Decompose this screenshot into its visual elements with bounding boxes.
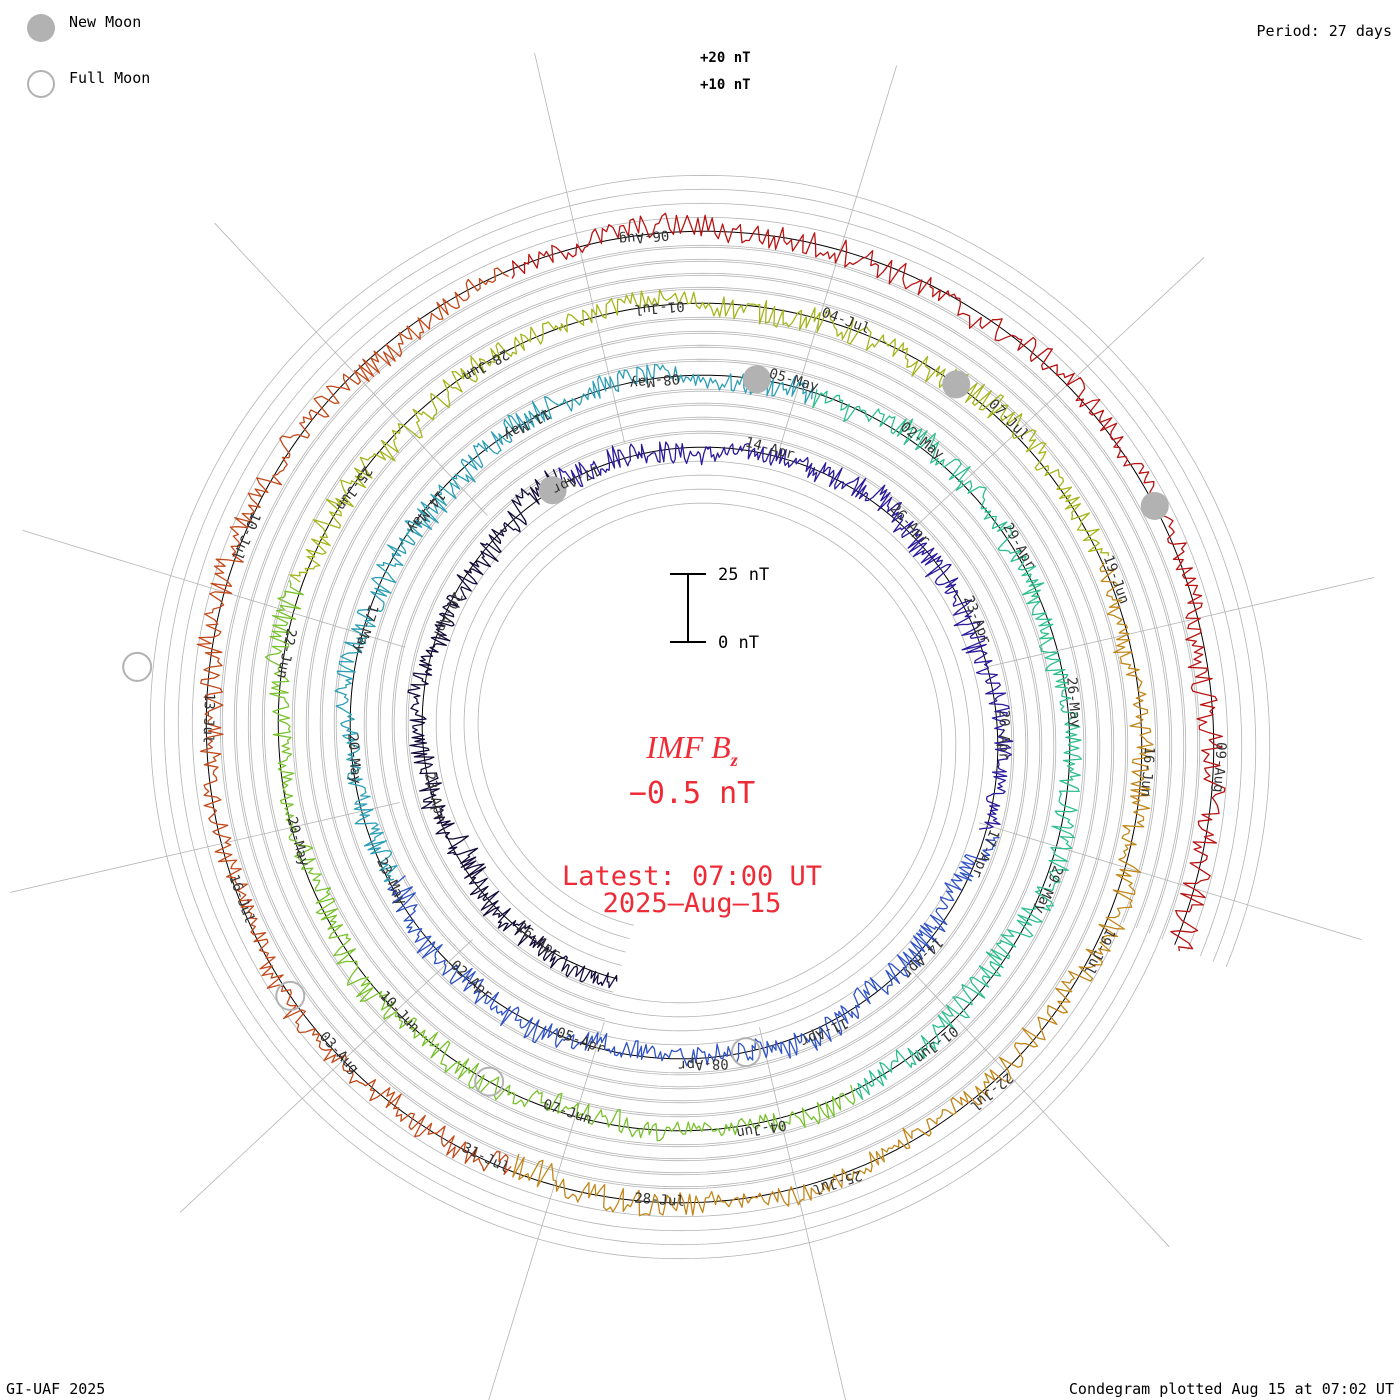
quantity-subscript: z [730, 750, 738, 770]
trace-segment-6 [289, 289, 1109, 583]
grid-band-5 [177, 202, 1243, 1232]
scale-bar: 25 nT 0 nT [670, 565, 769, 653]
quantity-label: IMF Bz [645, 729, 737, 770]
grid-band-6 [163, 188, 1257, 1246]
full-moon-marker-2 [275, 980, 306, 1011]
date-label: 26-Apr [886, 501, 933, 548]
quantity-symbol: B [711, 729, 731, 765]
date-label: 09-Aug [1210, 742, 1229, 793]
moon-markers [122, 365, 1169, 1097]
reference-label-10: +10 nT [700, 77, 751, 93]
spoke-line-3 [978, 822, 1362, 941]
date-label: 07-Jul [985, 396, 1032, 443]
date-label: 26-May [1063, 677, 1083, 729]
scale-bar-bottom-label: 0 nT [718, 633, 759, 653]
grid-band-3 [219, 244, 1201, 1190]
spoke-line-10 [214, 222, 488, 516]
scale-bar-top-label: 25 nT [718, 565, 769, 585]
grid-band-7 [149, 174, 1271, 1260]
date-label: 08-Apr [678, 1055, 729, 1073]
date-label: 23-Apr [421, 771, 448, 824]
new-moon-marker-0 [538, 476, 567, 505]
date-label: 16-Jul [225, 872, 257, 925]
date-label: 25-Jul [811, 1167, 864, 1198]
reference-label-20: +20 nT [700, 50, 751, 66]
legend-full-moon-label: Full Moon [69, 69, 151, 87]
footer-plot-time: Condegram plotted Aug 15 at 07:02 UT [1068, 1380, 1394, 1398]
full-moon-icon [27, 70, 55, 98]
grid-band-0 [261, 286, 1159, 1148]
date-label: 20-May [344, 733, 363, 785]
period-label: Period: 27 days [1256, 22, 1392, 40]
date-label: 01-Jun [911, 1022, 961, 1066]
quantity-name: IMF [645, 729, 703, 765]
trace-segment-9 [511, 212, 1226, 952]
date-label: 29-May [1031, 863, 1066, 916]
grid-band-4 [191, 216, 1229, 1218]
legend-new-moon: New Moon [27, 13, 141, 43]
grid-band-2 [233, 258, 1187, 1176]
grid-layer [149, 174, 1271, 1260]
trace-segment-8 [196, 267, 512, 1175]
trace-segment-2 [387, 836, 1000, 1067]
date-label: 22-Jul [967, 1069, 1016, 1114]
date-label: 28-Jul [634, 1191, 686, 1210]
new-moon-marker-3 [1140, 491, 1169, 520]
date-label: 16-Jun [1137, 746, 1157, 798]
date-label: 13-Jul [199, 693, 217, 744]
trace-segment-7 [512, 560, 1155, 1217]
date-label: 20-May [283, 815, 312, 868]
new-moon-marker-2 [942, 370, 971, 399]
date-label: 08-May [629, 370, 681, 391]
date-label: 05-Apr [554, 1025, 607, 1057]
date-label: 19-Jun [1100, 553, 1132, 606]
current-value: −0.5 nT [629, 776, 755, 811]
new-moon-marker-1 [742, 365, 771, 394]
date-label: 23-May [373, 855, 410, 907]
spoke-line-5 [759, 1027, 846, 1400]
full-moon-marker-3 [122, 651, 153, 682]
trace-segment-1 [558, 441, 1014, 830]
latest-date: 2025–Aug–15 [603, 888, 782, 919]
footer-credit: GI-UAF 2025 [6, 1380, 106, 1398]
date-label: 28-Jun [460, 345, 512, 384]
full-moon-marker-1 [474, 1066, 505, 1097]
trace-segment-3 [334, 363, 814, 883]
trace-segment-0 [407, 469, 618, 989]
latest-time: Latest: 07:00 UT [562, 861, 822, 892]
spoke-line-6 [488, 1021, 605, 1400]
reference-ring-labels: +20 nT +10 nT [700, 50, 751, 93]
date-label: 06-Aug [618, 226, 670, 247]
legend-new-moon-label: New Moon [69, 13, 142, 31]
trace-segment-5 [264, 580, 856, 1142]
grid-band-1 [247, 272, 1173, 1162]
date-label: 20-Apr [996, 710, 1012, 761]
date-label: 17-Apr [968, 827, 1002, 880]
spoke-line-7 [179, 939, 473, 1213]
spoke-line-2 [984, 577, 1375, 668]
spoke-line-4 [896, 954, 1170, 1248]
date-label: 01-Jul [633, 298, 685, 318]
date-label: 11-Apr [798, 1014, 851, 1049]
spoke-line-9 [22, 529, 406, 648]
trace-segment-4 [812, 389, 1083, 1101]
data-traces [196, 212, 1226, 1217]
date-label: 02-May [897, 419, 947, 463]
date-label: 03-Aug [316, 1029, 362, 1077]
full-moon-marker-0 [731, 1037, 762, 1068]
spoke-line-8 [9, 802, 400, 893]
center-readout: IMF Bz −0.5 nT Latest: 07:00 UT 2025–Aug… [562, 729, 822, 919]
legend-full-moon: Full Moon [27, 69, 150, 99]
new-moon-icon [27, 14, 55, 42]
